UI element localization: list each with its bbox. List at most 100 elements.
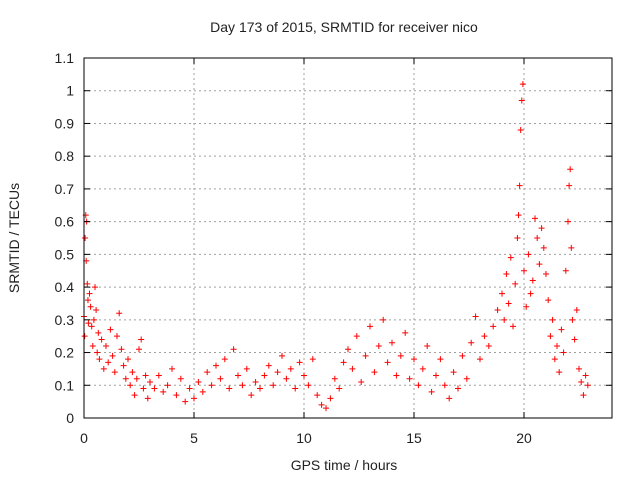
data-point (472, 313, 479, 320)
data-point (525, 251, 532, 258)
chart-title: Day 173 of 2015, SRMTID for receiver nic… (210, 19, 478, 35)
data-point (371, 369, 378, 376)
axis-ticks: 0 5 10 15 20 0 0.1 0.2 0.3 0.4 0.5 0.6 0.7 0.8 0.9 1 1.1 (55, 50, 612, 446)
data-point (93, 307, 100, 313)
data-points (81, 81, 591, 412)
data-point (349, 365, 356, 372)
data-point (375, 343, 382, 349)
data-point (265, 362, 272, 369)
data-point (287, 365, 294, 372)
data-point (257, 385, 263, 392)
data-point (114, 333, 120, 340)
data-point (556, 369, 563, 376)
data-point (505, 300, 512, 307)
data-point (419, 365, 426, 372)
data-point (323, 405, 329, 412)
data-point (560, 349, 567, 356)
data-point (576, 365, 582, 372)
plot-frame (83, 57, 613, 419)
data-point (523, 303, 530, 310)
data-point (116, 310, 123, 317)
data-point (87, 303, 94, 310)
data-point (283, 375, 290, 382)
data-point (125, 356, 131, 363)
data-point (389, 339, 395, 346)
data-point (270, 382, 277, 389)
data-point (120, 362, 127, 369)
data-point (459, 352, 466, 359)
data-point (331, 375, 338, 382)
data-point (521, 267, 527, 274)
data-point (230, 346, 237, 353)
data-point (327, 395, 334, 402)
data-point (305, 382, 312, 389)
data-point (532, 215, 538, 222)
data-point (138, 336, 145, 343)
data-point (127, 382, 134, 389)
data-point (584, 382, 591, 389)
data-point (103, 343, 109, 349)
data-point (384, 359, 391, 366)
data-point (195, 379, 202, 385)
data-point (136, 346, 142, 353)
data-point (199, 388, 206, 395)
data-point (96, 356, 103, 363)
data-point (296, 359, 303, 366)
data-point (274, 369, 281, 376)
data-point (81, 333, 88, 340)
y-tick-label: 0.1 (55, 377, 75, 393)
data-point (217, 375, 224, 382)
data-point (177, 375, 184, 382)
data-point (540, 244, 547, 251)
data-point (100, 365, 107, 372)
data-point (362, 352, 369, 359)
data-point (147, 379, 153, 385)
data-point (131, 392, 138, 399)
data-point (463, 375, 470, 382)
data-point (503, 271, 510, 277)
y-tick-label: 0.4 (55, 279, 75, 295)
data-point (358, 379, 365, 385)
data-point (397, 352, 404, 359)
data-point (129, 369, 136, 376)
data-point (437, 356, 444, 363)
y-tick-label: 0.5 (55, 246, 75, 262)
data-point (88, 323, 95, 330)
data-point (477, 356, 483, 363)
data-point (140, 385, 147, 392)
data-point (571, 336, 578, 343)
data-point (252, 379, 259, 385)
data-point (314, 392, 321, 399)
data-point (105, 359, 112, 366)
data-point (90, 316, 97, 323)
y-tick-label: 0.3 (55, 312, 75, 328)
data-point (402, 329, 409, 336)
data-point (292, 385, 299, 392)
data-point (551, 356, 558, 363)
data-point (515, 212, 522, 219)
data-point (516, 182, 523, 189)
data-point (558, 326, 565, 333)
data-point (519, 81, 526, 88)
y-axis-label: SRMTID / TECUs (6, 183, 22, 293)
data-point (549, 316, 556, 323)
data-point (455, 385, 461, 392)
data-point (186, 385, 193, 392)
data-point (411, 356, 417, 363)
data-point (518, 97, 525, 104)
data-point (547, 333, 554, 340)
data-point (182, 398, 189, 405)
data-point (173, 392, 180, 399)
data-point (85, 320, 92, 327)
data-point (514, 235, 521, 241)
data-point (485, 343, 492, 349)
y-tick-label: 0.7 (55, 181, 75, 197)
data-point (545, 297, 552, 304)
data-point (98, 336, 105, 343)
y-tick-label: 1.1 (55, 50, 75, 66)
data-point (213, 362, 219, 369)
data-point (367, 323, 373, 330)
data-point (109, 352, 116, 359)
data-point (433, 372, 439, 379)
